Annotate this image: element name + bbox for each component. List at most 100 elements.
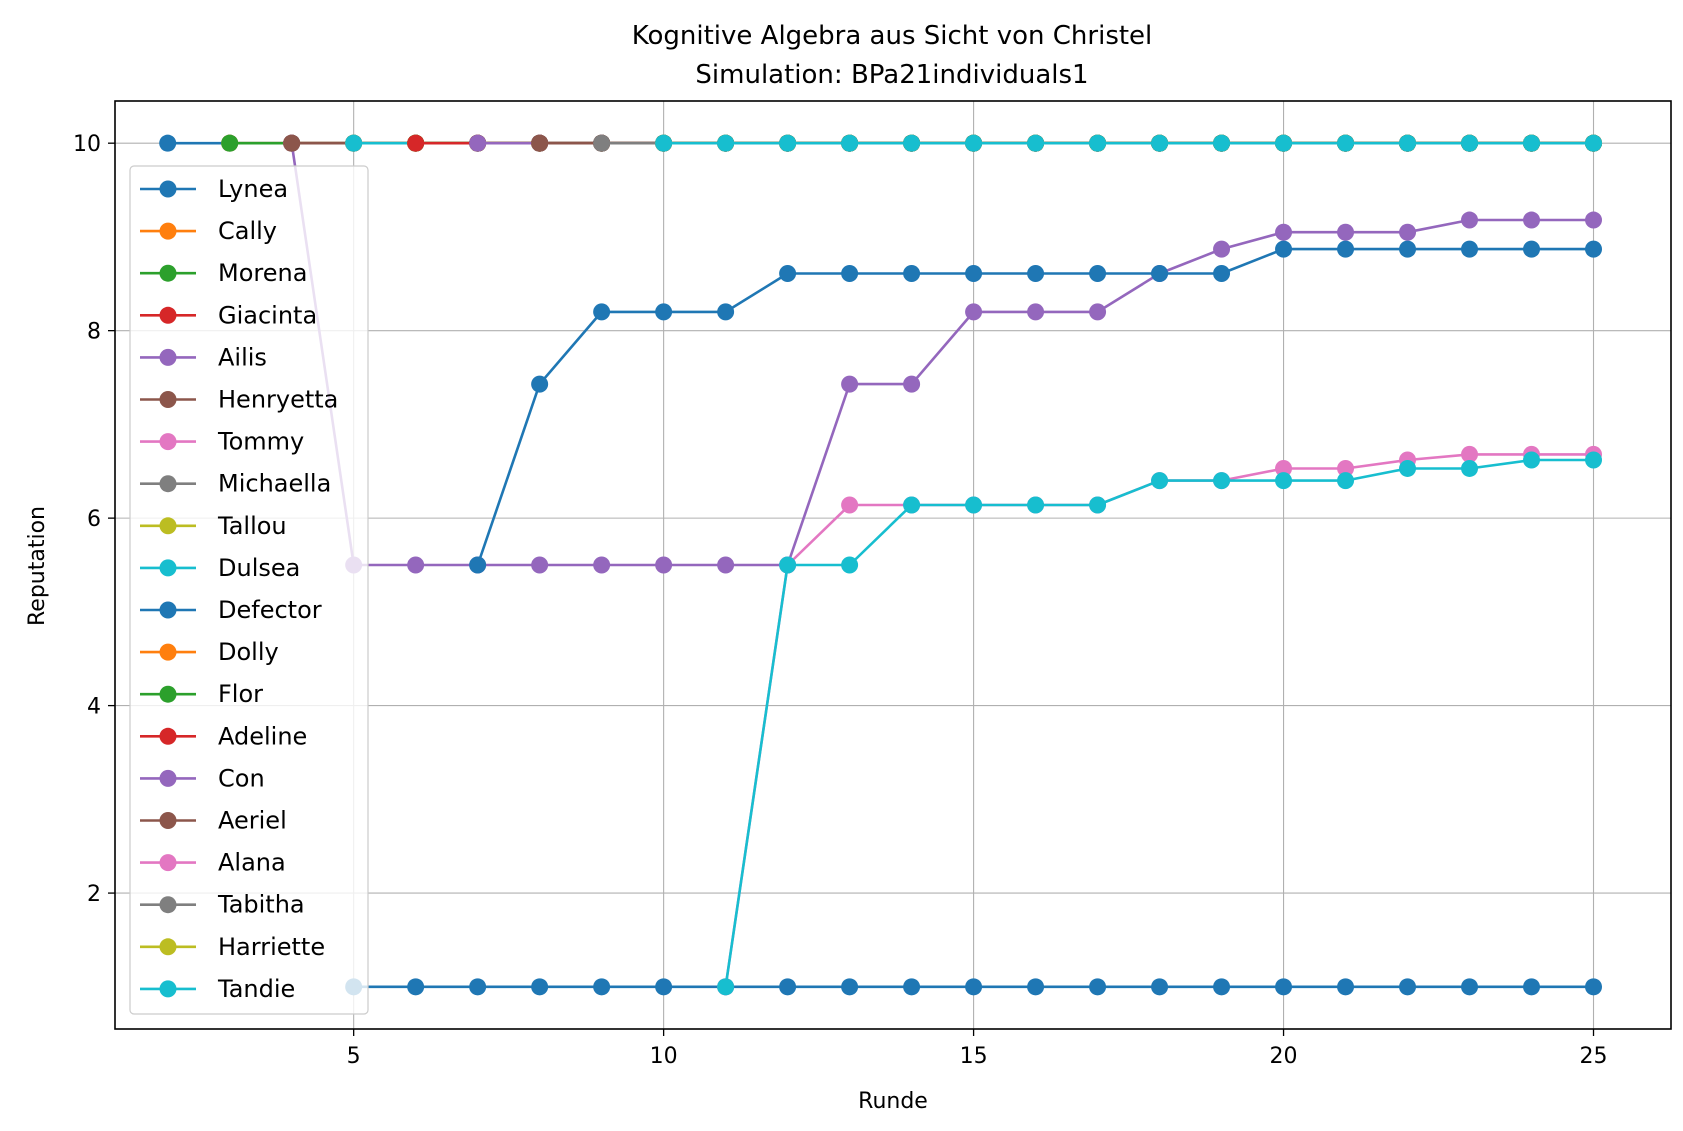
chart-subtitle: Simulation: BPa21individuals1 [695,60,1088,90]
legend-swatch-marker [159,601,177,619]
data-point [1461,978,1479,996]
legend-entry: Tabitha [140,891,305,919]
data-point [1275,240,1293,258]
legend-swatch-marker [159,643,177,661]
y-axis-label: Reputation [25,506,50,626]
legend-entry: Dolly [140,638,279,666]
data-point [1089,264,1107,282]
y-tick-label: 6 [87,507,101,532]
data-point [1585,211,1603,229]
data-point [1523,211,1541,229]
legend-entry: Tommy [140,428,304,456]
legend-label: Tommy [217,428,304,456]
data-point [1337,223,1355,241]
data-point [965,303,983,321]
data-point [1337,978,1355,996]
x-axis-label: Runde [858,1089,928,1114]
legend-swatch-marker [159,222,177,240]
data-point [655,556,673,574]
legend-swatch-marker [159,559,177,577]
data-point [593,556,611,574]
data-point [655,134,673,152]
data-point [1027,303,1045,321]
data-point [841,134,859,152]
legend-entry: Giacinta [140,301,317,329]
legend-frame [129,165,369,1015]
legend-entry: Adeline [140,722,307,750]
data-point [1089,978,1107,996]
data-point [655,303,673,321]
legend-entry: Michaella [140,470,331,498]
legend: Lynea Cally Morena Giacinta Ailis Henryetta To… [129,165,369,1015]
data-point [159,134,177,152]
data-point [1213,472,1231,490]
data-point [1461,211,1479,229]
legend-label: Alana [218,849,286,877]
x-tick-label: 15 [960,1044,988,1069]
data-point [1213,264,1231,282]
data-point [1399,240,1417,258]
data-point [593,303,611,321]
data-point [407,556,425,574]
legend-entry: Defector [140,596,322,624]
data-point [345,134,363,152]
legend-swatch-marker [159,938,177,956]
data-point [1523,134,1541,152]
series-unlabeled-20 [469,240,1603,574]
legend-entry: Flor [140,680,263,708]
data-point [1337,472,1355,490]
series-tandie [717,451,1603,996]
data-point [717,303,735,321]
data-point [779,556,797,574]
data-point [1027,134,1045,152]
series-defector [345,978,1603,996]
legend-swatch-marker [159,264,177,282]
data-point [531,375,549,393]
series-group [159,134,1603,996]
x-tick-label: 20 [1270,1044,1298,1069]
data-point [779,134,797,152]
legend-label: Tandie [217,975,295,1003]
data-point [1213,978,1231,996]
legend-entry: Harriette [140,933,325,961]
data-point [1213,240,1231,258]
legend-label: Lynea [218,175,288,203]
legend-swatch-marker [159,180,177,198]
legend-label: Cally [218,217,277,245]
data-point [531,978,549,996]
data-point [965,496,983,514]
legend-entry: Tandie [140,975,295,1003]
data-point [1337,459,1355,477]
y-tick-label: 8 [87,320,101,345]
data-point [1027,264,1045,282]
legend-entry: Alana [140,849,286,877]
data-point [841,978,859,996]
data-point [1399,223,1417,241]
legend-swatch-marker [159,769,177,787]
data-point [531,134,549,152]
legend-entry: Lynea [140,175,288,203]
data-point [965,978,983,996]
x-tick-label: 10 [650,1044,678,1069]
data-point [407,134,425,152]
data-point [1585,240,1603,258]
data-point [779,978,797,996]
legend-label: Flor [218,680,263,708]
legend-swatch-marker [159,306,177,324]
data-point [1461,459,1479,477]
data-point [283,134,301,152]
legend-swatch-marker [159,727,177,745]
legend-entry: Aeriel [140,807,287,835]
data-point [841,496,859,514]
data-point [407,978,425,996]
data-point [1151,134,1169,152]
data-point [469,978,487,996]
data-point [1337,240,1355,258]
data-point [1461,240,1479,258]
data-point [903,264,921,282]
x-tick-label: 25 [1580,1044,1608,1069]
legend-swatch-marker [159,475,177,493]
data-point [1399,134,1417,152]
data-point [1585,451,1603,469]
data-point [841,375,859,393]
